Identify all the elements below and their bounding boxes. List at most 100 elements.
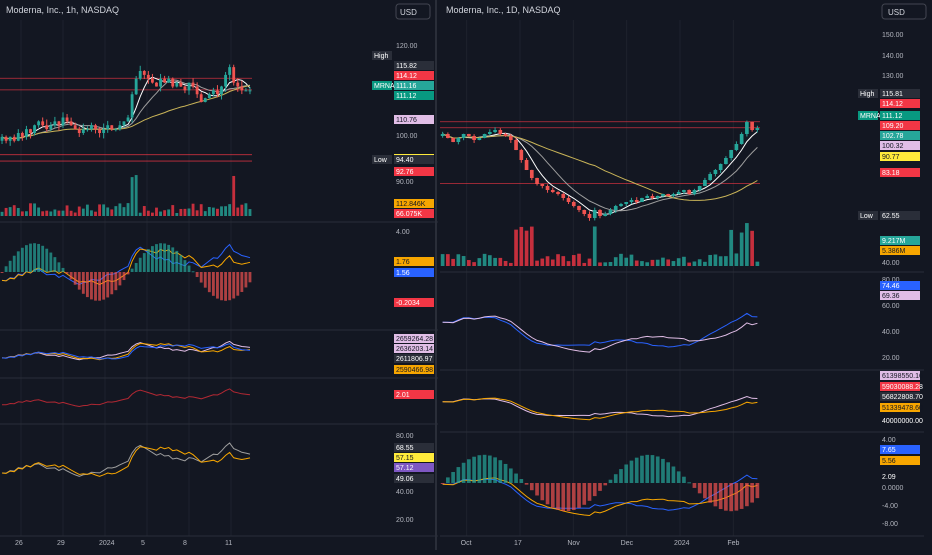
time-tick-label: 5 bbox=[141, 540, 145, 547]
candle-body bbox=[566, 198, 571, 202]
price-tag-text: 9.217M bbox=[882, 238, 906, 245]
price-tag bbox=[880, 281, 920, 290]
histogram-bar bbox=[187, 265, 191, 272]
histogram-bar bbox=[102, 272, 106, 300]
candle-body bbox=[134, 78, 138, 95]
price-tag-text: 2.09 bbox=[882, 474, 896, 481]
candle-body bbox=[529, 170, 534, 178]
axis-tick-label: 20.00 bbox=[882, 355, 900, 362]
volume-bar bbox=[163, 210, 167, 216]
candle-body bbox=[676, 192, 681, 194]
axis-tick-label: 120.00 bbox=[396, 43, 418, 50]
candle-body bbox=[640, 198, 644, 202]
histogram-bar bbox=[195, 272, 199, 278]
price-tag-text: 111.12 bbox=[396, 93, 416, 100]
price-tag-text: -0.2034 bbox=[396, 300, 420, 307]
histogram-bar bbox=[114, 272, 118, 291]
obv-line bbox=[1, 343, 251, 360]
volume-bar bbox=[598, 262, 602, 266]
histogram-bar bbox=[150, 246, 154, 272]
time-tick-label: Feb bbox=[727, 540, 739, 547]
histogram-bar bbox=[519, 479, 524, 483]
histogram-bar bbox=[577, 483, 581, 508]
volume-bar bbox=[236, 207, 240, 216]
histogram-bar bbox=[477, 455, 482, 483]
price-tag-text: 59030088.28 bbox=[882, 384, 923, 391]
price-tag-text: 5.56 bbox=[882, 458, 896, 465]
price-tag bbox=[394, 61, 434, 70]
candle-body bbox=[613, 206, 618, 210]
candle-body bbox=[191, 82, 195, 87]
volume-bar bbox=[456, 254, 461, 266]
price-tag bbox=[394, 209, 434, 218]
left-chart-panel[interactable]: 120.00 100.00 90.00 4.00 80.00 40.00 20.00 26 29… bbox=[0, 20, 438, 547]
price-tag bbox=[394, 443, 434, 452]
volume-bar bbox=[110, 209, 114, 216]
volume-bar bbox=[207, 206, 211, 216]
axis-tick-label: 0.0000 bbox=[882, 485, 904, 492]
volume-bar bbox=[566, 261, 571, 266]
volume-bar bbox=[729, 229, 733, 266]
volume-bar bbox=[755, 261, 760, 266]
volume-bar bbox=[228, 204, 232, 216]
volume-bar bbox=[203, 211, 207, 216]
histogram-bar bbox=[191, 271, 195, 273]
price-tag-text: 74.46 bbox=[882, 283, 900, 290]
volume-bar bbox=[77, 206, 81, 216]
price-tag bbox=[394, 298, 434, 307]
price-tag-text: MRNA bbox=[860, 113, 881, 120]
histogram-bar bbox=[514, 473, 518, 483]
volume-bar bbox=[577, 253, 581, 266]
histogram-bar bbox=[503, 463, 508, 483]
histogram-bar bbox=[550, 483, 555, 508]
candle-body bbox=[687, 190, 692, 194]
candle-body bbox=[535, 178, 539, 184]
price-tag bbox=[880, 472, 920, 481]
left-currency-button[interactable] bbox=[395, 3, 431, 20]
price-tag-text: 2.01 bbox=[396, 392, 410, 399]
volume-bar bbox=[582, 262, 587, 266]
histogram-bar bbox=[624, 464, 629, 483]
price-tag-text: 109.20 bbox=[882, 123, 904, 130]
histogram-bar bbox=[451, 472, 455, 483]
obv-line bbox=[442, 395, 758, 418]
right-chart-panel[interactable]: 150.00 140.00 130.00 40.00 80.00 60.00 40.00 20… bbox=[440, 20, 924, 547]
volume-bar bbox=[248, 209, 252, 216]
candle-body bbox=[122, 121, 126, 126]
candle-body bbox=[240, 86, 244, 91]
volume-bar bbox=[514, 229, 518, 266]
histogram-bar bbox=[232, 272, 236, 299]
volume-bar bbox=[713, 254, 718, 266]
candle-body bbox=[540, 184, 545, 186]
volume-bar bbox=[734, 253, 739, 266]
axis-tick-label: 20.00 bbox=[396, 517, 414, 524]
histogram-bar bbox=[739, 483, 744, 509]
volume-bar bbox=[535, 260, 539, 266]
price-tag-text: 2611806.97 bbox=[396, 356, 433, 363]
price-tag bbox=[880, 291, 920, 300]
volume-bar bbox=[224, 206, 228, 216]
volume-bar bbox=[183, 208, 187, 216]
axis-tick-label: -8.00 bbox=[882, 521, 898, 528]
price-tag-text: 49.06 bbox=[396, 476, 414, 483]
histogram-bar bbox=[203, 272, 207, 288]
histogram-bar bbox=[98, 272, 102, 301]
price-tag-text: 56822808.70 bbox=[882, 394, 923, 401]
right-currency-button[interactable] bbox=[881, 3, 927, 20]
candle-body bbox=[106, 125, 110, 130]
candle-body bbox=[126, 117, 130, 122]
candle-body bbox=[451, 138, 455, 142]
price-tag bbox=[880, 131, 920, 140]
histogram-bar bbox=[244, 272, 248, 288]
candle-body bbox=[718, 164, 723, 170]
volume-bar bbox=[4, 207, 8, 216]
volume-bar bbox=[69, 210, 73, 216]
volume-bar bbox=[244, 203, 248, 216]
histogram-bar bbox=[498, 460, 503, 483]
volume-bar bbox=[692, 261, 697, 266]
price-tag bbox=[394, 390, 434, 399]
candle-body bbox=[703, 180, 707, 186]
histogram-bar bbox=[207, 272, 211, 293]
left-currency-label: USD bbox=[400, 8, 417, 17]
